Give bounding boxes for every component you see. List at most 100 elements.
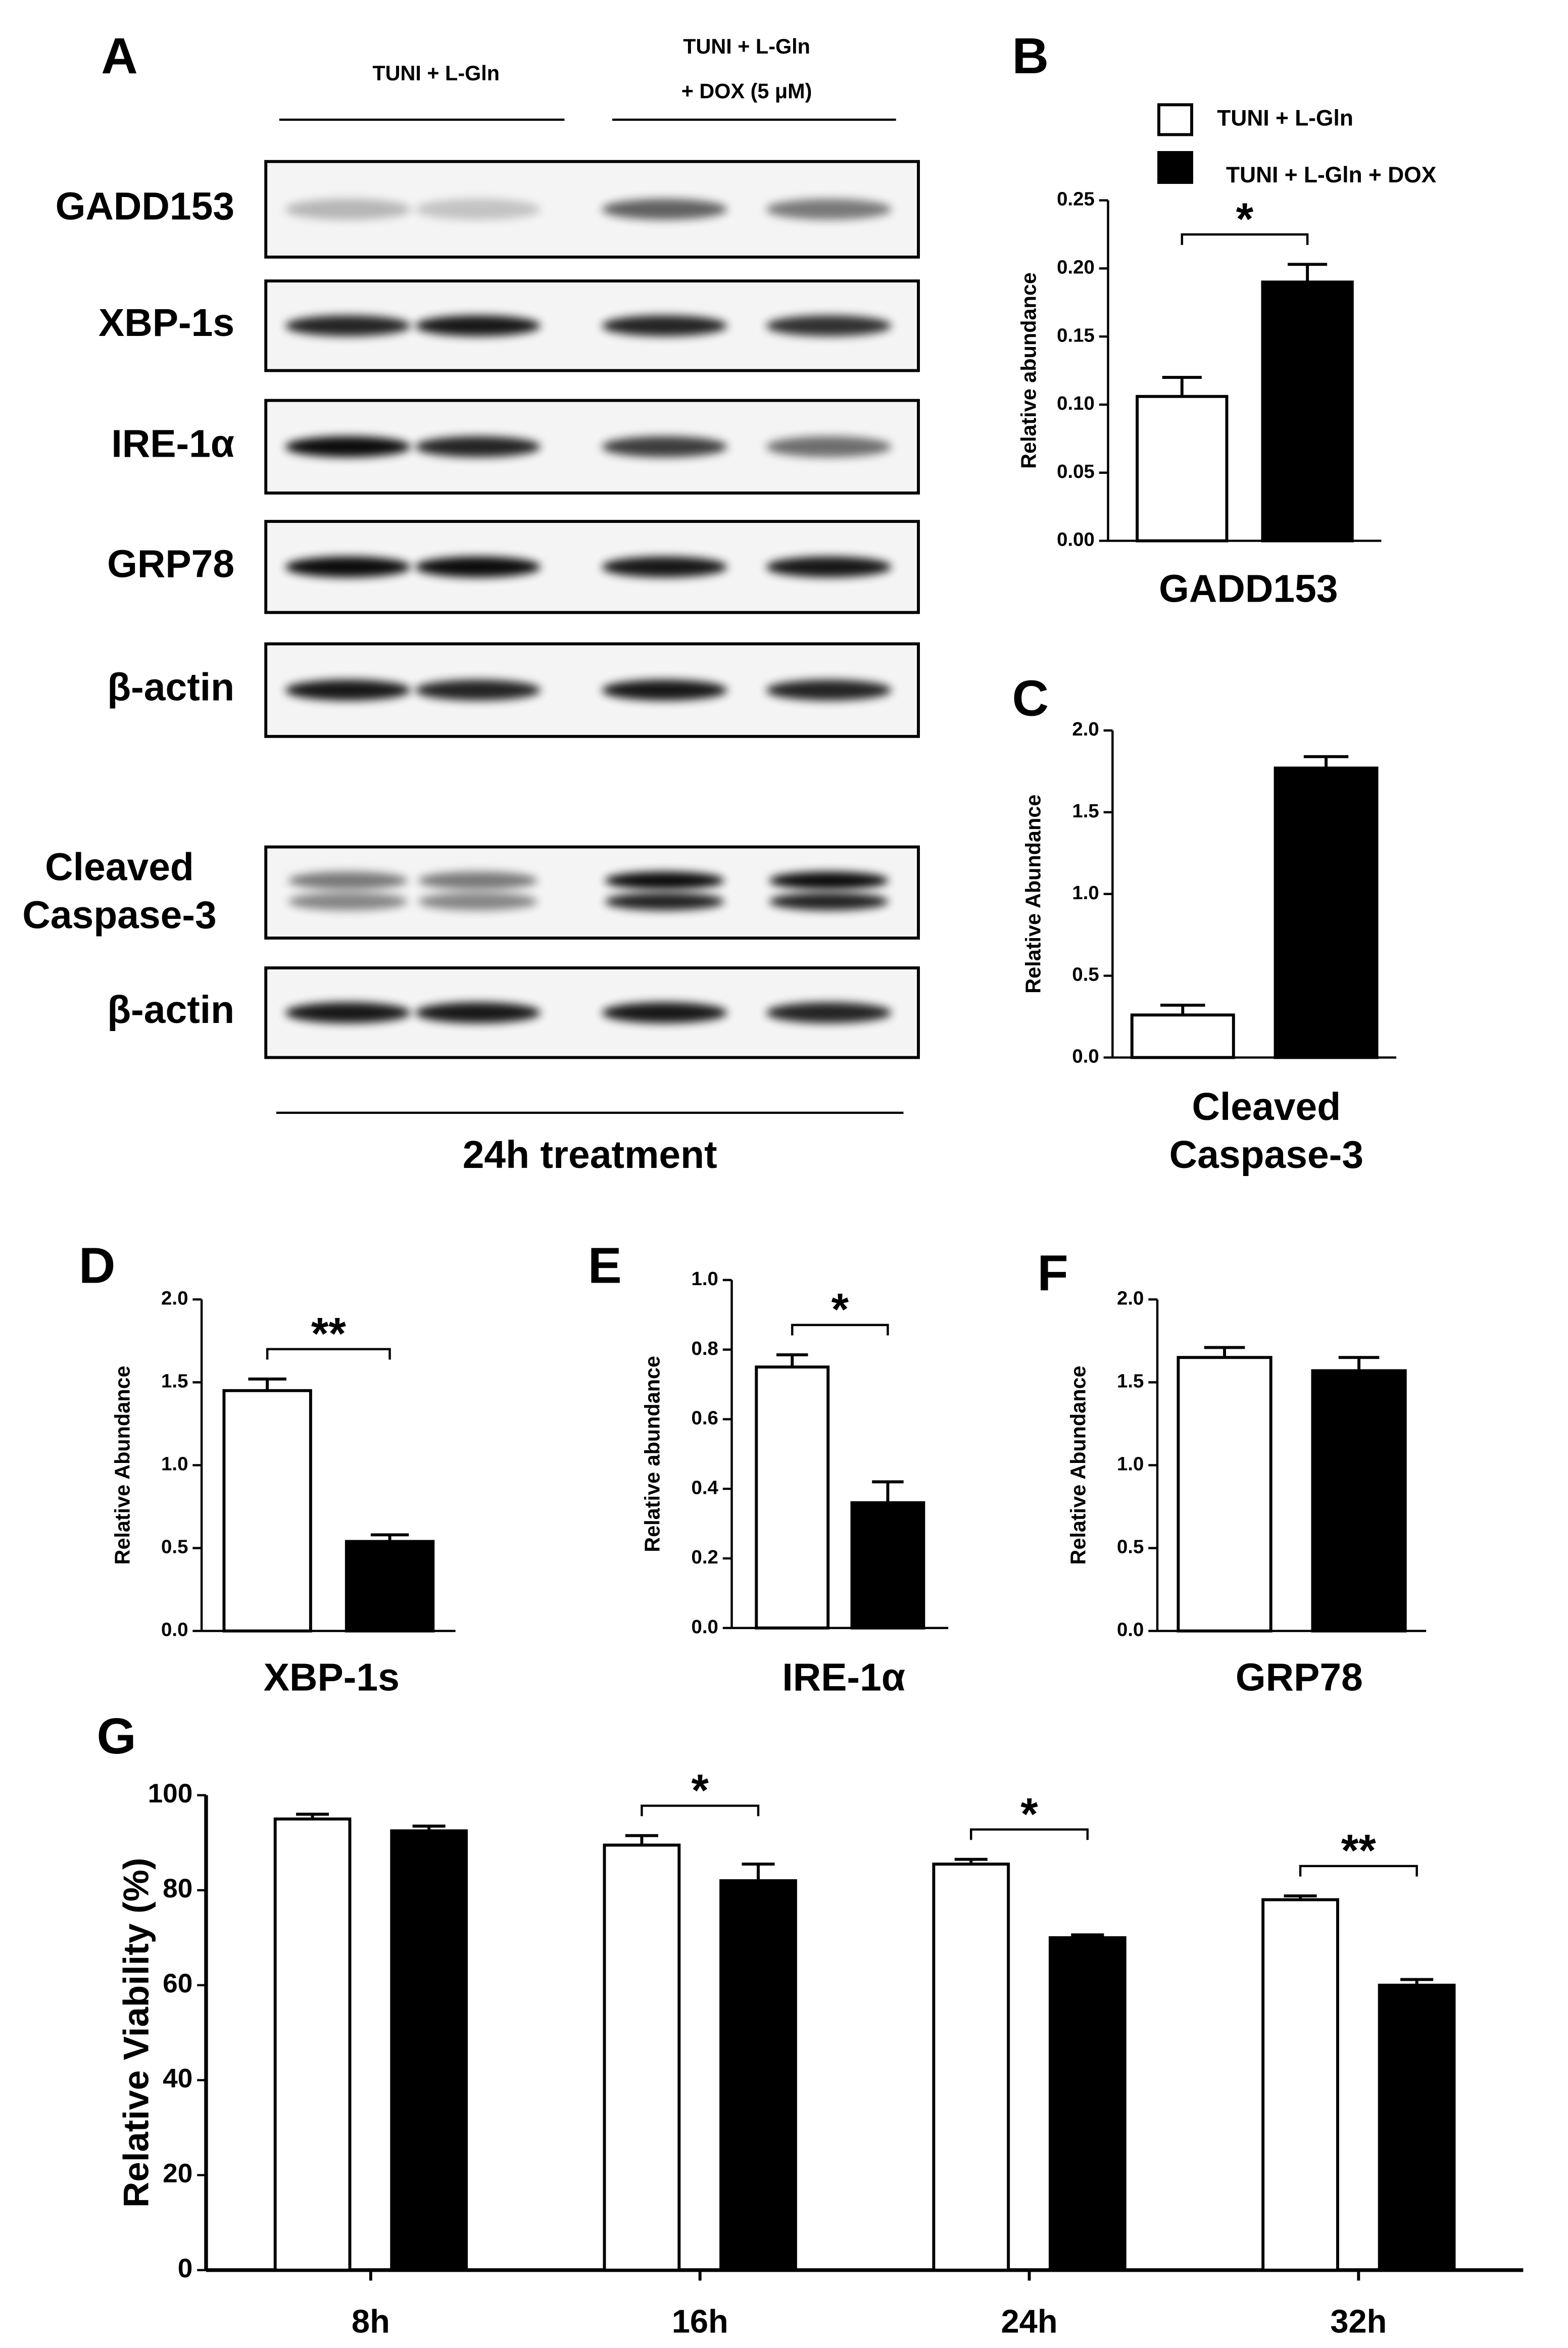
blot-band <box>766 436 892 458</box>
footer: 24h treatment <box>463 1133 717 1177</box>
row-label: β-actin <box>107 665 234 709</box>
significance-label: * <box>1020 1789 1038 1839</box>
y-tick-label: 0.20 <box>1057 257 1095 278</box>
panel-letter: B <box>1012 28 1049 84</box>
y-tick-label: 0.5 <box>1117 1536 1144 1558</box>
panel-letter: D <box>79 1238 116 1294</box>
panel-letter: F <box>1037 1245 1068 1302</box>
y-axis-label: Relative Abundance <box>1066 1365 1090 1564</box>
y-tick-label: 1.0 <box>692 1268 718 1290</box>
blot-band <box>418 892 538 911</box>
group-label: TUNI + L-Gln <box>683 35 810 58</box>
blot-band <box>602 315 727 336</box>
y-tick-label: 0.2 <box>692 1546 718 1568</box>
row-label: GADD153 <box>56 185 235 228</box>
y-tick-label: 100 <box>148 1779 193 1808</box>
bar <box>932 1863 1010 2272</box>
x-axis-label: GADD153 <box>1159 567 1338 610</box>
x-tick-label: 8h <box>352 2303 390 2339</box>
bar <box>1130 1013 1235 1059</box>
blot-band <box>769 871 889 890</box>
bar <box>1378 1983 1456 2272</box>
significance-label: * <box>691 1765 709 1815</box>
blot-band <box>602 436 727 458</box>
blot-band <box>605 871 724 890</box>
bar <box>1261 1898 1339 2272</box>
blot-band <box>766 1002 892 1023</box>
row-label: XBP-1s <box>99 301 234 345</box>
bar <box>273 1817 352 2272</box>
blot-band <box>602 679 727 701</box>
bar <box>603 1843 681 2272</box>
y-tick-label: 1.0 <box>161 1453 188 1475</box>
row-label: Cleaved <box>45 846 194 889</box>
blot-band <box>415 1002 541 1023</box>
y-axis-label: Relative Abundance <box>111 1365 134 1564</box>
y-tick-label: 80 <box>163 1874 192 1903</box>
bar <box>1048 1936 1126 2272</box>
significance-bracket <box>266 1348 391 1360</box>
bar <box>390 1829 468 2272</box>
blot-band <box>766 199 892 220</box>
y-tick-label: 0.15 <box>1057 324 1095 346</box>
blot-band <box>285 436 411 458</box>
y-tick-label: 2.0 <box>1117 1287 1144 1309</box>
significance-bracket <box>791 1324 889 1336</box>
significance-label: ** <box>1341 1826 1377 1876</box>
significance-bracket <box>1299 1865 1418 1877</box>
blot-band <box>769 892 889 911</box>
group-label: + DOX (5 μM) <box>681 80 812 103</box>
blot-band <box>415 199 541 220</box>
y-tick-label: 0.10 <box>1057 393 1095 414</box>
blot-band <box>766 679 892 701</box>
x-tick-label: 24h <box>1001 2303 1058 2339</box>
bar <box>1273 766 1379 1059</box>
bar <box>719 1879 797 2272</box>
legend-swatch <box>1157 103 1193 136</box>
y-tick-label: 2.0 <box>161 1287 188 1309</box>
y-tick-label: 20 <box>163 2159 192 2188</box>
bar <box>1311 1369 1407 1633</box>
row-label: β-actin <box>107 988 234 1032</box>
blot-band <box>415 315 541 336</box>
blot-band <box>285 315 411 336</box>
blot-band <box>418 871 538 890</box>
panel-letter: E <box>588 1238 622 1294</box>
panel-letter: G <box>96 1708 136 1765</box>
significance-bracket <box>641 1804 760 1817</box>
y-tick-label: 0.4 <box>692 1477 719 1498</box>
x-axis-label: Caspase-3 <box>1169 1133 1364 1177</box>
blot-band <box>285 199 411 220</box>
y-tick-label: 1.0 <box>1117 1453 1144 1475</box>
y-tick-label: 0.0 <box>1117 1619 1144 1641</box>
bar <box>850 1501 925 1630</box>
blot-band <box>766 315 892 336</box>
blot-band <box>415 556 541 578</box>
y-tick-label: 2.0 <box>1072 718 1099 740</box>
x-tick-label: 32h <box>1330 2303 1387 2339</box>
y-tick-label: 1.5 <box>1072 800 1099 822</box>
blot-band <box>288 892 408 911</box>
row-label: Caspase-3 <box>22 893 217 937</box>
y-tick-label: 0.00 <box>1057 529 1095 551</box>
y-tick-label: 0 <box>178 2254 193 2283</box>
blot-band <box>415 679 541 701</box>
blot-band <box>285 1002 411 1023</box>
blot-band <box>415 436 541 458</box>
significance-bracket <box>970 1828 1089 1840</box>
significance-label: * <box>831 1285 849 1335</box>
significance-label: ** <box>311 1308 347 1358</box>
row-label: IRE-1α <box>111 422 234 466</box>
blot-band <box>766 556 892 578</box>
y-tick-label: 0.05 <box>1057 461 1095 482</box>
y-tick-label: 0.8 <box>692 1338 718 1359</box>
y-tick-label: 0.5 <box>161 1536 188 1558</box>
bar <box>345 1540 435 1633</box>
blot-band <box>285 679 411 701</box>
legend-label: TUNI + L-Gln + DOX <box>1226 163 1437 187</box>
group-label: TUNI + L-Gln <box>372 62 500 85</box>
bar <box>1136 395 1229 543</box>
y-axis-label: Relative abundance <box>641 1356 664 1552</box>
legend-swatch <box>1157 151 1193 184</box>
